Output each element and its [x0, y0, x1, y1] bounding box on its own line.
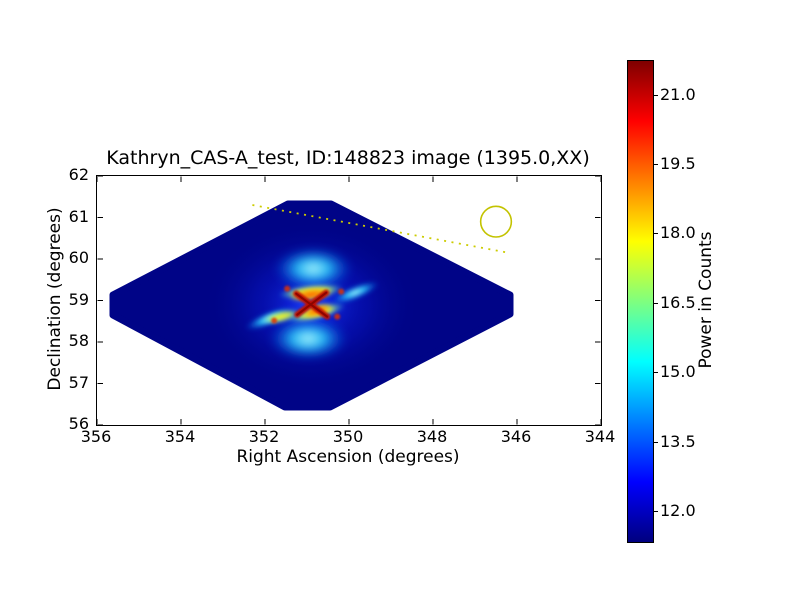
axis-tick-marks	[97, 176, 601, 425]
colorbar-tick-mark	[653, 233, 658, 235]
y-tick-label: 56	[68, 414, 89, 433]
colorbar-tick-mark	[653, 372, 658, 374]
red-tip	[334, 313, 341, 320]
y-tick-label: 59	[68, 289, 89, 309]
image-canvas	[97, 176, 601, 425]
colorbar-tick-label: 21.0	[660, 84, 696, 104]
x-tick-label: 346	[500, 427, 532, 446]
beam-size-circle	[479, 205, 513, 238]
cyan-lobe-upper	[273, 246, 354, 291]
y-tick-label: 62	[68, 165, 89, 184]
x-tick-label: 348	[416, 427, 448, 446]
plot-title: Kathryn_CAS-A_test, ID:148823 image (139…	[106, 147, 590, 169]
colorbar-tick-mark	[653, 441, 658, 443]
x-tick-label: 350	[332, 427, 364, 446]
colorbar-tick-mark	[653, 94, 658, 96]
colorbar-tick-label: 12.0	[660, 500, 696, 520]
colorbar-tick-mark	[653, 510, 658, 512]
psf-source	[203, 220, 420, 389]
colorbar-tick-label: 18.0	[660, 223, 696, 243]
colorbar-tick-mark	[653, 302, 658, 304]
y-tick-label: 61	[68, 206, 89, 226]
x-tick-label: 352	[248, 427, 280, 446]
y-tick-label: 58	[68, 331, 89, 350]
colorbar-tick-label: 15.0	[660, 362, 696, 382]
colorbar-gradient	[627, 60, 654, 543]
red-tip	[284, 285, 291, 292]
x-axis-label: Right Ascension (degrees)	[236, 447, 460, 467]
plot-area	[96, 175, 602, 426]
colorbar-tick-label: 13.5	[660, 431, 696, 451]
red-tip	[338, 288, 345, 295]
red-tip	[271, 317, 278, 324]
colorbar-tick-label: 16.5	[660, 292, 696, 312]
y-tick-label: 57	[68, 372, 89, 392]
cyan-streak-right	[330, 280, 380, 305]
colorbar-label: Power in Counts	[696, 231, 716, 369]
colorbar-tick-mark	[653, 164, 658, 166]
x-tick-label: 344	[584, 427, 616, 446]
x-tick-label: 354	[164, 427, 196, 446]
cyan-lobe-lower	[268, 316, 349, 361]
red-x-core-dark	[295, 291, 329, 318]
x-tick-label: 356	[80, 427, 112, 446]
colorbar-tick-label: 19.5	[660, 154, 696, 174]
y-tick-label: 60	[68, 248, 89, 267]
